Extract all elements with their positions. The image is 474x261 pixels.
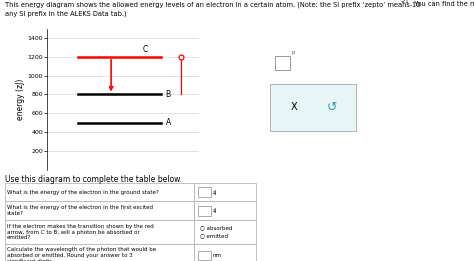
Text: nm: nm	[212, 253, 221, 258]
Text: p: p	[291, 50, 294, 55]
Text: zJ: zJ	[212, 189, 217, 195]
Text: If the electron makes the transition shown by the red
arrow, from C to B, will a: If the electron makes the transition sho…	[7, 224, 154, 240]
Text: B: B	[166, 90, 171, 99]
Text: Use this diagram to complete the table below.: Use this diagram to complete the table b…	[5, 175, 182, 184]
Text: any SI prefix in the ALEKS Data tab.): any SI prefix in the ALEKS Data tab.)	[5, 11, 127, 17]
Text: Calculate the wavelength of the photon that would be
absorbed or emitted. Round : Calculate the wavelength of the photon t…	[7, 247, 156, 261]
Text: C: C	[143, 45, 148, 54]
Text: X: X	[291, 102, 297, 112]
Text: ○ absorbed: ○ absorbed	[200, 226, 232, 230]
Text: zJ: zJ	[212, 208, 217, 213]
Text: What is the energy of the electron in the first excited
state?: What is the energy of the electron in th…	[7, 205, 153, 216]
Text: . You can find the meaning of: . You can find the meaning of	[410, 1, 474, 7]
Text: ↺: ↺	[327, 100, 337, 114]
Text: What is the energy of the electron in the ground state?: What is the energy of the electron in th…	[7, 189, 159, 195]
Text: ○ emitted: ○ emitted	[200, 234, 228, 239]
Text: A: A	[166, 118, 171, 127]
Text: This energy diagram shows the allowed energy levels of an electron in a certain : This energy diagram shows the allowed en…	[5, 1, 420, 8]
Text: -21: -21	[401, 0, 409, 4]
Y-axis label: energy (zJ): energy (zJ)	[16, 79, 25, 120]
